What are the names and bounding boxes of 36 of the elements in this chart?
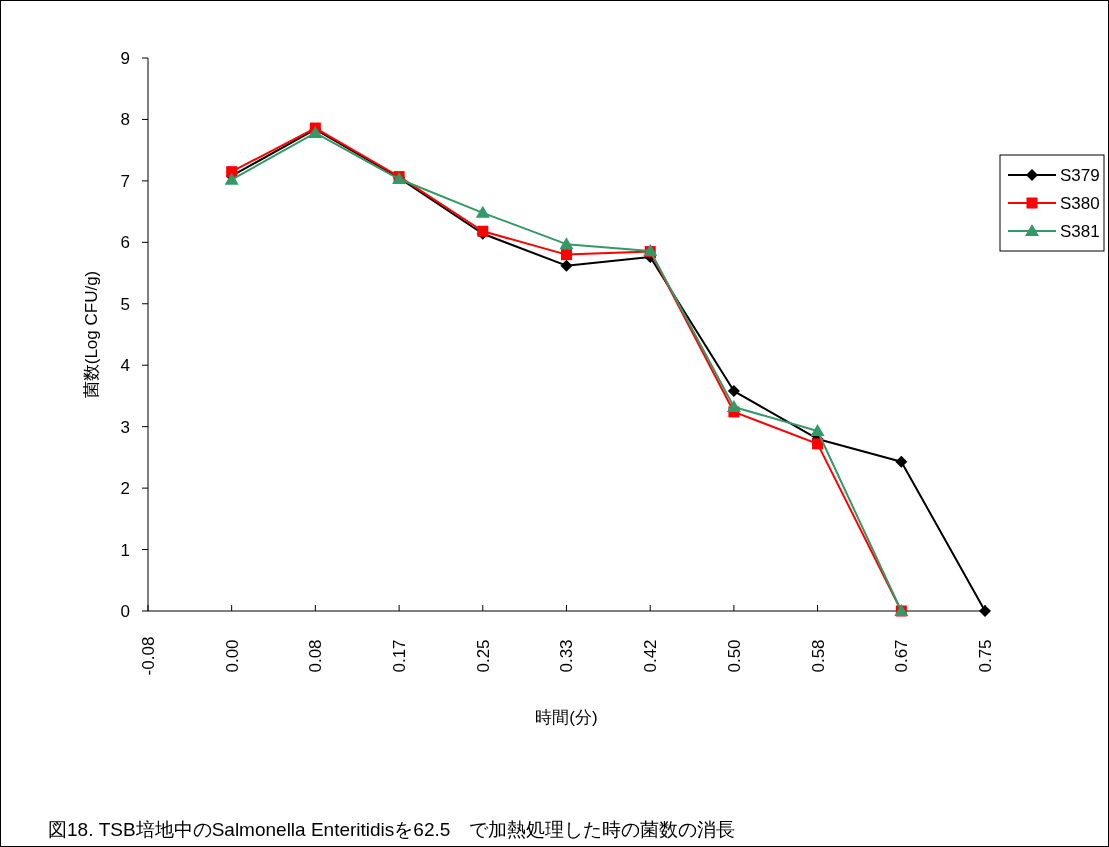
x-tick-label: -0.08 xyxy=(139,636,158,676)
y-tick-label: 1 xyxy=(120,540,130,560)
x-tick-label: 0.42 xyxy=(641,639,661,673)
x-tick-label: 0.67 xyxy=(892,639,912,673)
point xyxy=(726,400,741,412)
y-axis-title: 菌数(Log CFU/g) xyxy=(82,270,101,399)
y-tick-label: 4 xyxy=(120,356,130,376)
y-tick-label: 9 xyxy=(120,49,130,68)
y-tick-label: 8 xyxy=(120,110,130,130)
point xyxy=(727,385,740,398)
x-tick-label: 0.08 xyxy=(306,639,326,673)
y-tick-label: 3 xyxy=(120,417,130,437)
x-tick-label: 0.00 xyxy=(222,639,242,673)
point xyxy=(475,205,490,218)
x-tick-label: 0.17 xyxy=(390,639,410,673)
x-tick-label: 0.33 xyxy=(557,639,577,673)
point xyxy=(895,455,908,468)
point xyxy=(810,423,825,436)
point xyxy=(559,237,574,250)
y-tick-label: 7 xyxy=(120,171,130,191)
point xyxy=(560,249,572,261)
x-tick-label: 0.50 xyxy=(724,639,744,673)
y-tick-label: 6 xyxy=(120,233,130,253)
point xyxy=(812,438,824,450)
x-tick-label: 0.58 xyxy=(808,639,828,673)
y-tick-label: 2 xyxy=(120,479,130,499)
x-tick-label: 0.75 xyxy=(976,639,995,673)
legend-label: S379 xyxy=(1060,166,1100,185)
x-axis-title: 時間(分) xyxy=(535,708,598,727)
legend-label: S380 xyxy=(1060,194,1100,213)
y-tick-label: 0 xyxy=(120,602,130,621)
y-tick-label: 5 xyxy=(120,294,130,314)
caption: 図18. TSB培地中のSalmonella Enteritidisを62.5 で加熱処理した時の菌数の消長 xyxy=(48,819,736,840)
x-tick-label: 0.25 xyxy=(473,639,493,673)
point xyxy=(560,259,573,272)
legend-label: S381 xyxy=(1060,222,1100,241)
